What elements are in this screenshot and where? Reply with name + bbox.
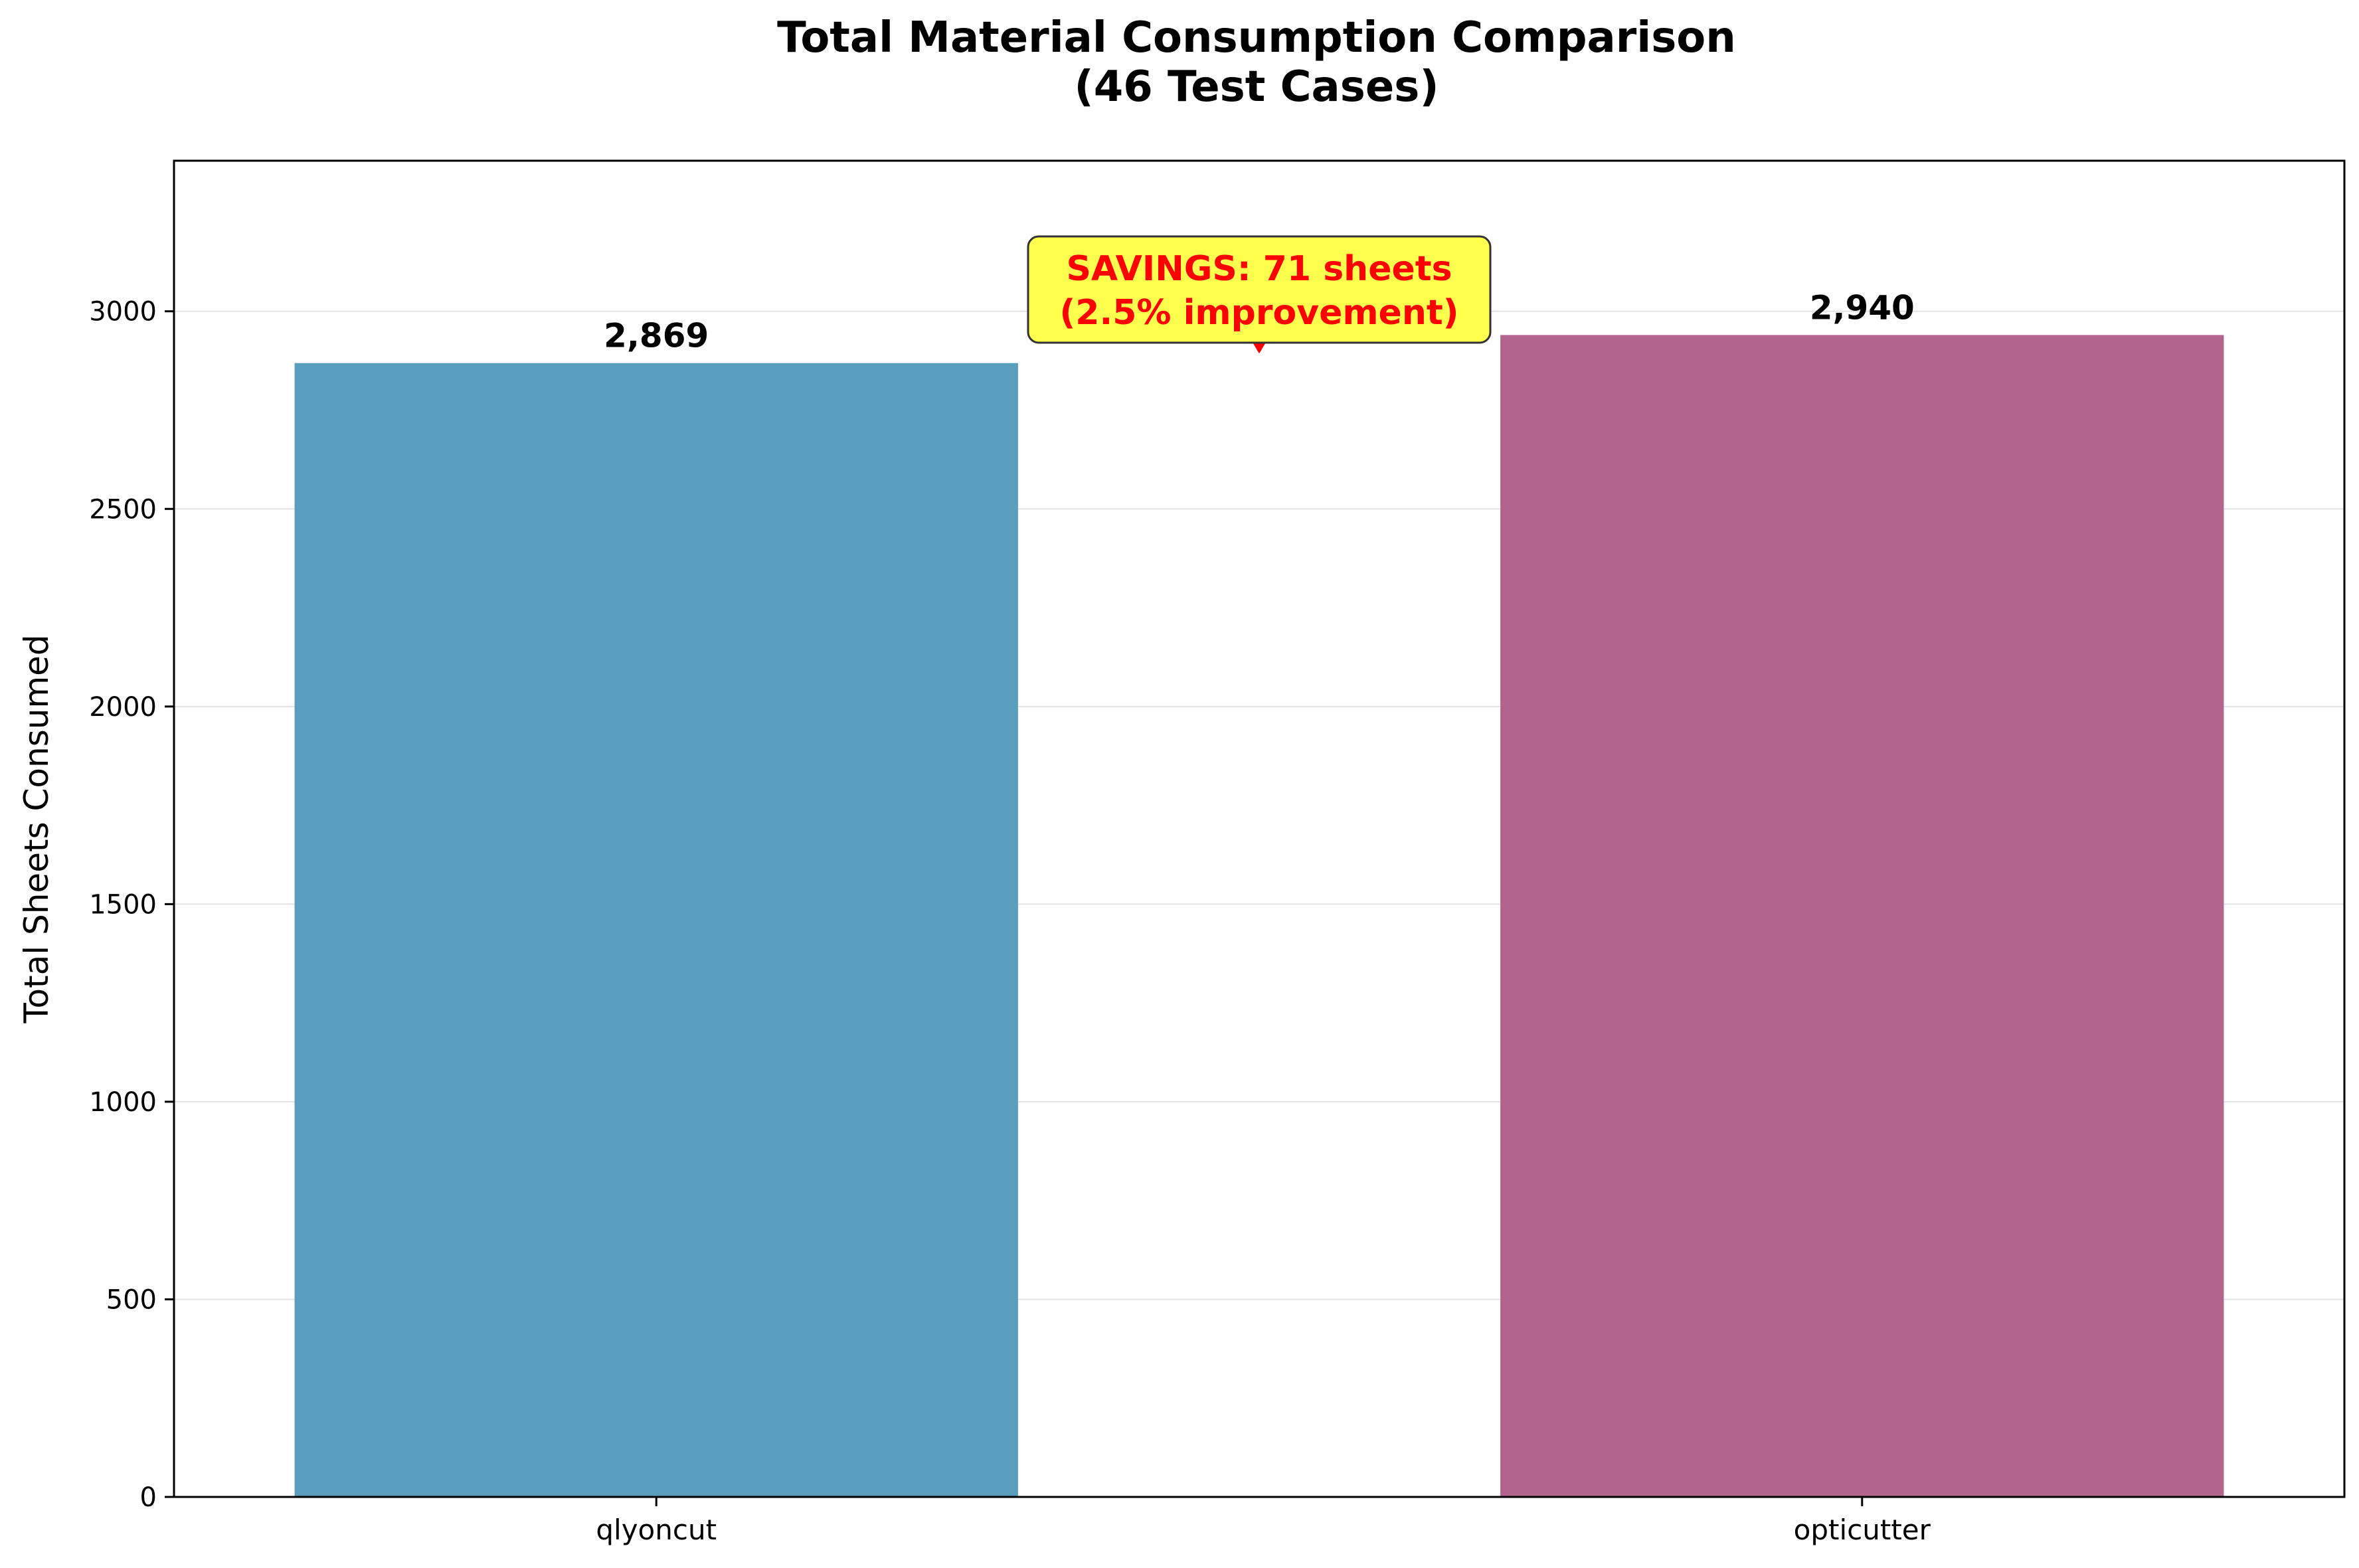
bars	[294, 335, 2224, 1497]
bar-qlyoncut	[294, 363, 1018, 1497]
plot-frame	[173, 159, 2346, 1498]
y-tick-label: 2500	[89, 494, 157, 525]
x-tick-label-opticutter: opticutter	[1794, 1514, 1931, 1546]
y-tick-label: 1500	[89, 889, 157, 920]
y-tick-label: 1000	[89, 1087, 157, 1118]
y-tick-label: 500	[106, 1284, 157, 1315]
chart-title: Total Material Consumption Comparison	[777, 13, 1736, 62]
value-labels: 2,869 2,940	[604, 288, 1915, 355]
value-label-qlyoncut: 2,869	[604, 317, 709, 355]
x-axis-ticks: qlyoncut opticutter	[596, 1497, 1931, 1546]
chart-subtitle: (46 Test Cases)	[1074, 62, 1439, 112]
bar-opticutter	[1500, 335, 2224, 1497]
y-tick-label: 2000	[89, 692, 157, 723]
value-label-opticutter: 2,940	[1810, 288, 1915, 327]
x-tick-label-qlyoncut: qlyoncut	[596, 1514, 717, 1546]
y-axis-ticks: 0 500 1000 1500 2000 2500 3000	[89, 297, 174, 1513]
y-axis-label: Total Sheets Consumed	[17, 634, 56, 1023]
y-tick-label: 0	[140, 1482, 157, 1513]
annotation-box	[1027, 235, 1492, 344]
savings-annotation: SAVINGS: 71 sheets(2.5% improvement)	[1027, 235, 1492, 354]
annotation-line-1: SAVINGS: 71 sheets	[1066, 249, 1452, 289]
y-tick-label: 3000	[89, 297, 157, 327]
annotation-line-2: (2.5% improvement)	[1060, 293, 1459, 333]
